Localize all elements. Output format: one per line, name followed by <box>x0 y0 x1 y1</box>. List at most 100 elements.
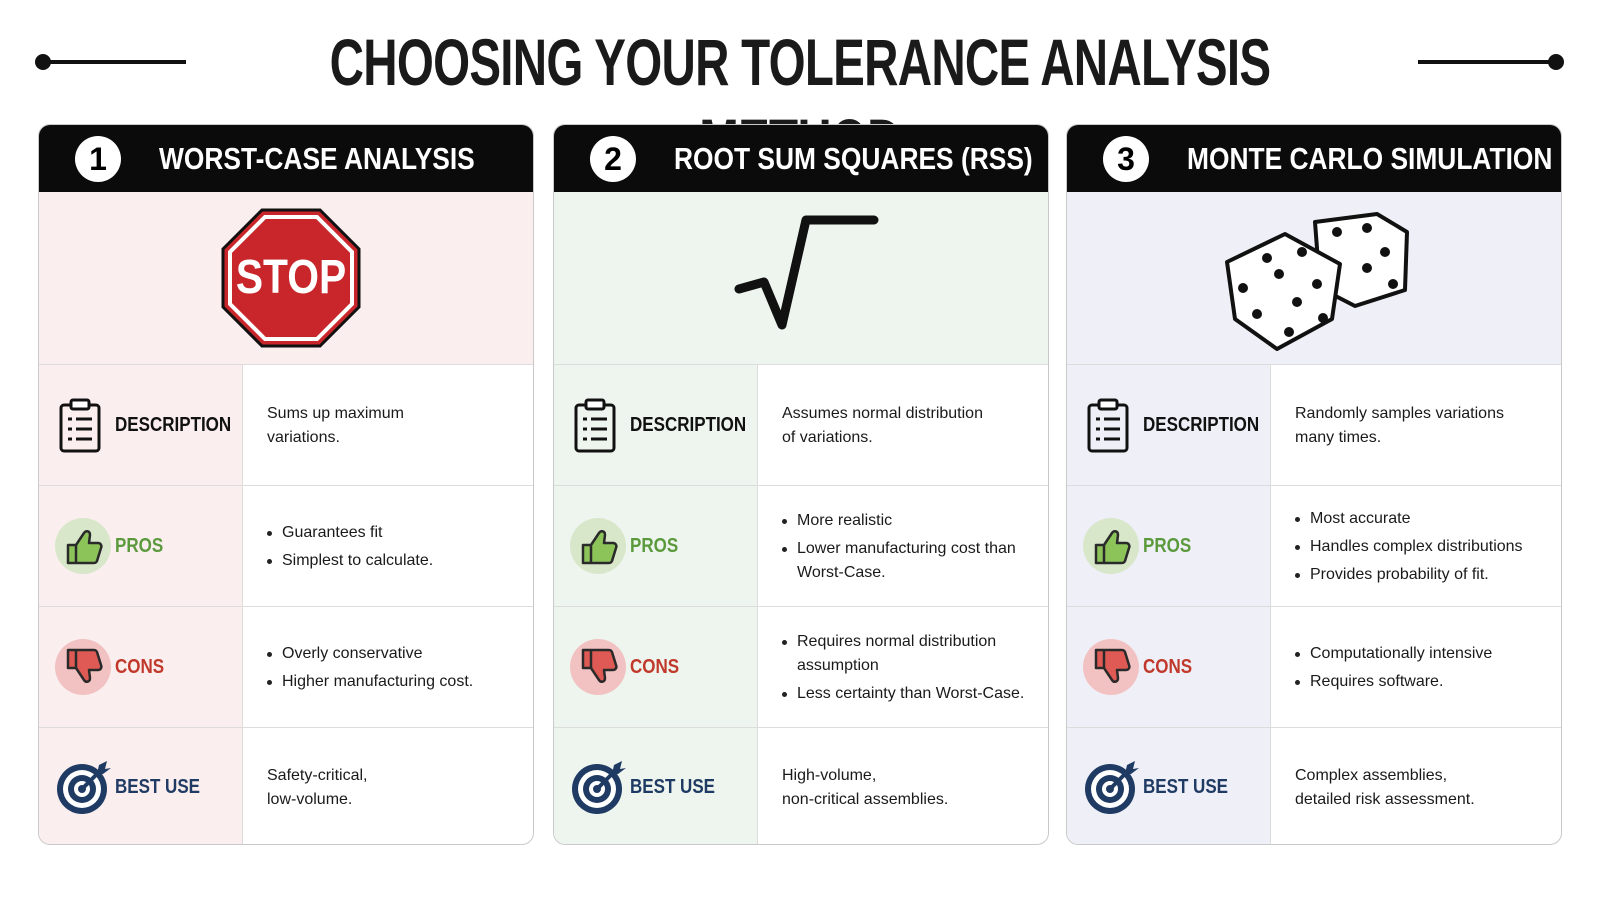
dice-icon-part <box>1362 263 1372 273</box>
row-content: More realistic Lower manufacturing cost t… <box>782 486 1030 607</box>
bullet <box>782 518 787 524</box>
card-row: PROS Guarantees fit Simplest to calculate. <box>39 485 533 607</box>
row-icon-part <box>612 760 626 774</box>
bullet-text: Requires normal distribution assumption <box>797 632 997 674</box>
bullet-text: Higher manufacturing cost. <box>282 672 474 690</box>
row-icon-part <box>583 417 607 440</box>
bullet-text: Most accurate <box>1310 509 1411 527</box>
content-line: non-critical assemblies. <box>782 790 949 808</box>
row-label-cell: CONS <box>1067 607 1271 728</box>
row-content: Guarantees fit Simplest to calculate. <box>267 486 515 607</box>
row-content: Requires normal distribution assumption L… <box>782 607 1030 728</box>
row-icon <box>1085 760 1139 814</box>
bullet-text: Computationally intensive <box>1310 644 1493 662</box>
dice-icon-part <box>1238 283 1248 293</box>
bullet-text: Simplest to calculate. <box>282 551 434 569</box>
row-icon <box>1083 638 1139 695</box>
stop-sign-part <box>221 208 361 348</box>
bullet-text: Provides probability of fit. <box>1310 565 1489 583</box>
content-line: High-volume, <box>782 766 877 784</box>
row-label-cell: DESCRIPTION <box>1067 365 1271 486</box>
card-row: PROS More realistic Lower manufacturing co… <box>554 485 1048 607</box>
bullet-item: Overly conservative <box>267 642 515 666</box>
row-label: BEST USE <box>630 776 716 798</box>
bullet-item: Requires software. <box>1295 670 1543 694</box>
card-image <box>1067 192 1561 364</box>
row-label-cell: DESCRIPTION <box>39 365 243 486</box>
row-label-cell: CONS <box>554 607 758 728</box>
row-content: Assumes normal distribution of variations… <box>782 365 1030 486</box>
row-content: Overly conservative Higher manufacturing … <box>267 607 515 728</box>
bullet <box>267 679 272 685</box>
bullet-text: Handles complex distributions <box>1310 537 1523 555</box>
bullet <box>1295 544 1300 550</box>
row-label: DESCRIPTION <box>115 414 232 436</box>
row-label: CONS <box>1143 656 1193 678</box>
row-label-cell: DESCRIPTION <box>554 365 758 486</box>
row-icon <box>1087 398 1129 452</box>
stop-text: STOP <box>235 251 347 304</box>
row-icon-part <box>1094 529 1131 564</box>
card-title: WORST-CASE ANALYSIS <box>159 141 475 176</box>
card: 2 ROOT SUM SQUARES (RSS) DESCRIPTION Assume… <box>553 124 1049 845</box>
bullet-item: Requires normal distribution assumption <box>782 630 1030 678</box>
bullet <box>267 530 272 536</box>
row-label-cell: PROS <box>554 486 758 607</box>
row-content: Complex assemblies, detailed risk assessm… <box>1295 728 1543 844</box>
row-icon-part <box>97 760 111 774</box>
row-icon <box>55 638 111 695</box>
bullet-item: Higher manufacturing cost. <box>267 670 515 694</box>
content-line: Assumes normal distribution <box>782 404 983 422</box>
title-rules <box>35 54 1564 70</box>
card-number: 3 <box>1103 136 1149 182</box>
dice-icon-part <box>1332 227 1342 237</box>
row-label: DESCRIPTION <box>1143 414 1260 436</box>
bullet-item: Computationally intensive <box>1295 642 1543 666</box>
dice-icon-part <box>1225 232 1342 351</box>
row-content: Computationally intensive Requires softwa… <box>1295 607 1543 728</box>
row-icon-part <box>581 648 618 683</box>
dice-icon-part <box>1284 327 1294 337</box>
rule-dot <box>1548 54 1564 70</box>
bullet-text: Less certainty than Worst-Case. <box>797 684 1025 702</box>
bullet-item: Guarantees fit <box>267 521 515 545</box>
sqrt-icon-part <box>734 215 879 330</box>
card-title: MONTE CARLO SIMULATION <box>1187 141 1553 176</box>
bullet-text: More realistic <box>797 511 893 529</box>
row-label-cell: BEST USE <box>39 728 243 844</box>
row-label: CONS <box>630 656 680 678</box>
bullet <box>1295 516 1300 522</box>
card: 3 MONTE CARLO SIMULATION DESCRIPTION Rando… <box>1066 124 1562 845</box>
dice-icon-part <box>1388 279 1398 289</box>
dice-icon <box>1225 212 1409 351</box>
row-content: Sums up maximum variations. <box>267 365 515 486</box>
row-icon-part <box>1094 648 1131 683</box>
card-header: 3 MONTE CARLO SIMULATION <box>1067 125 1561 192</box>
bullet-item: More realistic <box>782 509 1030 533</box>
bullet-item: Simplest to calculate. <box>267 549 515 573</box>
bullet-text: Lower manufacturing cost than Worst-Case… <box>797 539 1016 581</box>
row-icon <box>1083 517 1139 574</box>
dice-icon-part <box>1362 223 1372 233</box>
content-line: of variations. <box>782 428 873 446</box>
row-icon-part <box>66 648 103 683</box>
card-row: BEST USE Safety-critical, low-volume. <box>39 727 533 844</box>
card-row: CONS Requires normal distribution assumpt… <box>554 606 1048 728</box>
content-line: variations. <box>267 428 340 446</box>
row-icon-part <box>1096 417 1120 440</box>
bullet-item: Less certainty than Worst-Case. <box>782 682 1030 706</box>
card: 1 WORST-CASE ANALYSIS STOP DESCRIPTION Sums … <box>38 124 534 845</box>
stop-sign <box>221 208 361 348</box>
row-icon <box>572 760 626 814</box>
row-icon <box>570 517 626 574</box>
row-icon <box>55 517 111 574</box>
rule-dot <box>35 54 51 70</box>
card-row: DESCRIPTION Randomly samples variations ma… <box>1067 364 1561 486</box>
dice-icon-part <box>1274 269 1284 279</box>
card-row: DESCRIPTION Sums up maximum variations. <box>39 364 533 486</box>
dice-icon-part <box>1292 297 1302 307</box>
bullet-item: Provides probability of fit. <box>1295 563 1543 587</box>
row-label-cell: BEST USE <box>1067 728 1271 844</box>
dice-icon-part <box>1380 247 1390 257</box>
